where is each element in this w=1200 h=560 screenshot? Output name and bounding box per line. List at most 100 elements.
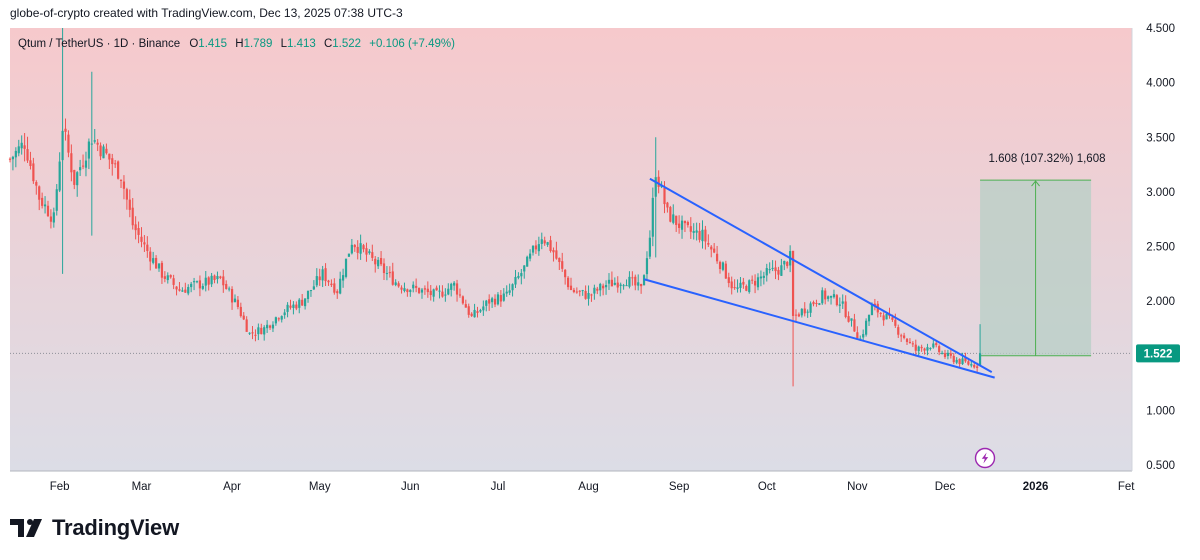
candle: [616, 276, 619, 293]
candle: [493, 294, 497, 308]
candle: [128, 189, 131, 218]
candle: [657, 170, 660, 194]
candle: [198, 275, 202, 297]
candle: [152, 251, 155, 265]
x-tick-label: May: [309, 481, 331, 493]
candle: [38, 185, 41, 211]
candle: [409, 289, 412, 297]
legend-symbol: Qtum / TetherUS · 1D · Binance: [18, 38, 180, 50]
y-tick-label: 4.500: [1146, 23, 1175, 35]
candle: [274, 316, 277, 326]
candle: [902, 332, 906, 340]
tradingview-brand[interactable]: TradingView: [10, 515, 179, 541]
candle: [134, 216, 137, 240]
x-tick-label: Apr: [223, 481, 241, 493]
candle: [32, 157, 35, 184]
symbol-legend: Qtum / TetherUS · 1D · Binance O1.415 H1…: [18, 38, 455, 50]
candle: [213, 274, 216, 284]
y-tick-label: 0.500: [1146, 460, 1175, 472]
candle: [707, 234, 710, 247]
candle: [73, 169, 76, 190]
candle: [596, 286, 599, 295]
candle: [444, 288, 447, 302]
candle: [678, 215, 681, 234]
candle: [271, 321, 275, 333]
candle: [745, 284, 748, 292]
candle: [710, 245, 713, 258]
candle: [417, 287, 421, 295]
candle: [90, 71, 93, 236]
x-tick-label: Aug: [578, 481, 598, 493]
candle: [35, 180, 38, 195]
candle: [640, 283, 643, 294]
candle: [125, 187, 128, 210]
candle: [304, 298, 307, 310]
candle: [543, 236, 546, 246]
candle: [742, 277, 745, 289]
candle: [566, 276, 570, 290]
candle: [365, 242, 368, 262]
candle: [140, 227, 143, 248]
candle: [192, 277, 196, 291]
candle: [683, 220, 687, 233]
candle: [821, 287, 824, 305]
candle: [482, 300, 485, 316]
candle: [14, 147, 17, 168]
candle: [11, 155, 15, 171]
candle: [216, 271, 219, 284]
candle: [508, 283, 511, 296]
y-tick-label: 4.000: [1146, 78, 1175, 90]
candle: [575, 287, 578, 294]
candle: [117, 160, 120, 180]
candle: [900, 333, 903, 342]
candle: [847, 311, 850, 323]
wedge-lower-line[interactable]: [643, 278, 995, 379]
candle: [55, 184, 58, 216]
candle: [277, 317, 280, 322]
candle: [955, 357, 958, 365]
candle: [105, 143, 108, 155]
candle: [374, 256, 377, 273]
candle: [774, 260, 777, 280]
candle: [701, 220, 704, 249]
lightning-bolt-icon[interactable]: [974, 447, 996, 469]
candle: [803, 302, 806, 317]
legend-low-value: 1.413: [287, 38, 316, 50]
candle: [222, 270, 225, 293]
candle: [458, 288, 462, 298]
candle: [669, 205, 672, 223]
wedge-upper-line[interactable]: [649, 177, 993, 374]
candle: [131, 198, 134, 230]
candle: [353, 244, 356, 252]
candle: [920, 344, 923, 352]
candle: [698, 222, 701, 243]
candle: [587, 285, 590, 306]
candle: [242, 312, 245, 321]
candle: [841, 294, 844, 309]
candle: [564, 269, 567, 285]
candle: [473, 303, 476, 318]
candle: [488, 294, 491, 311]
candle: [777, 266, 780, 281]
candle: [853, 313, 856, 332]
candle: [248, 332, 251, 336]
candle: [453, 281, 456, 291]
candle: [292, 301, 295, 315]
plot-background: [10, 28, 1132, 471]
measure-arrow-head: [1031, 180, 1040, 187]
candle: [505, 285, 508, 297]
x-tick-label: 2026: [1023, 481, 1049, 493]
x-tick-label: Nov: [847, 481, 868, 493]
candle: [952, 352, 955, 365]
candle: [894, 313, 897, 328]
candle: [856, 326, 859, 339]
chart-credit: globe-of-crypto created with TradingView…: [10, 6, 403, 20]
candle: [835, 293, 838, 307]
candle: [163, 271, 166, 283]
candle: [978, 324, 982, 366]
candle: [26, 136, 29, 163]
candle: [762, 271, 765, 285]
candle: [257, 323, 260, 341]
candle: [511, 283, 514, 297]
